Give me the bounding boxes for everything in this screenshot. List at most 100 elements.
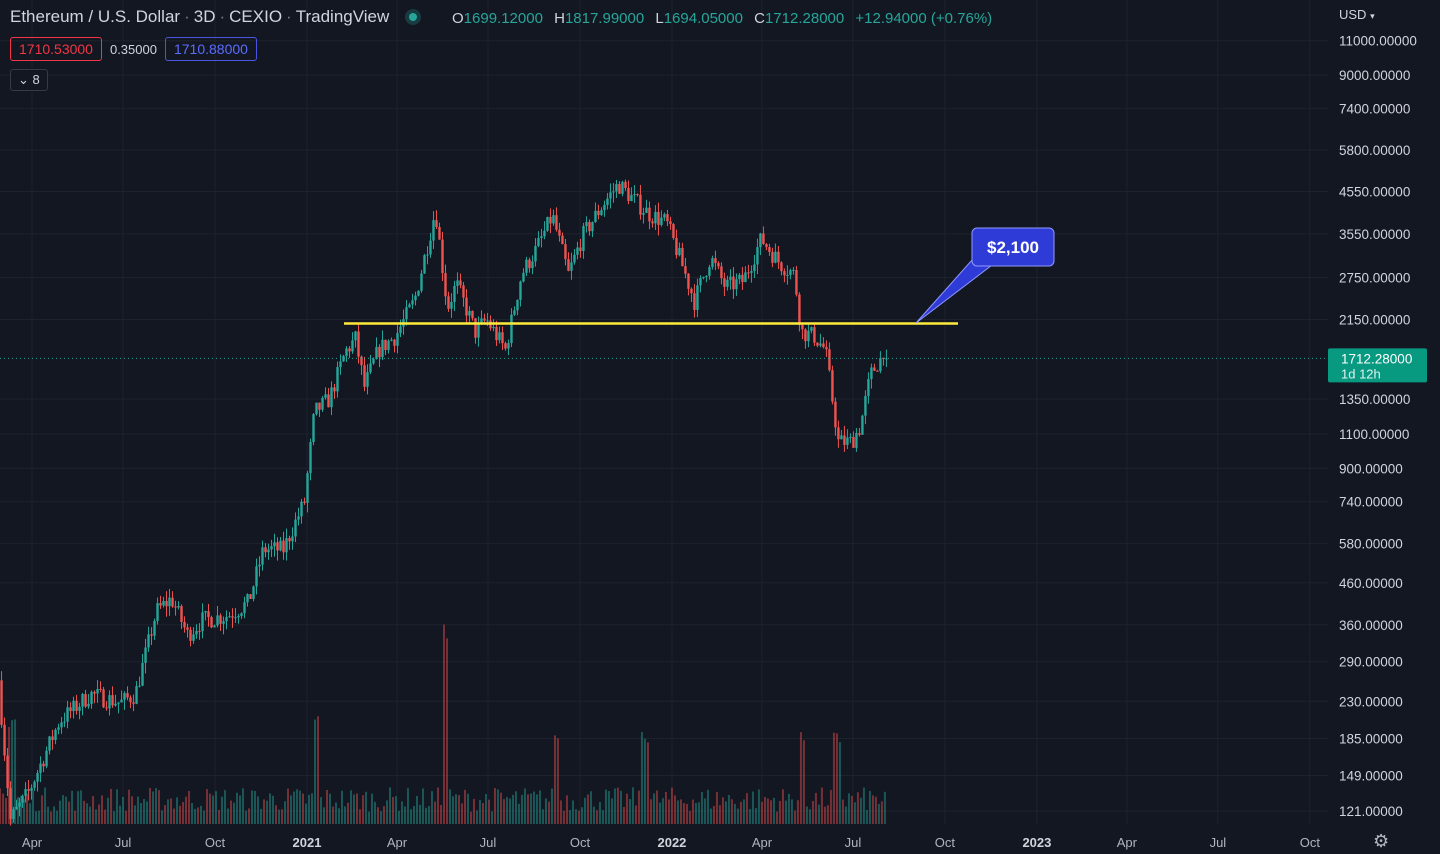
volume-bar <box>418 804 421 824</box>
candle-body <box>405 307 408 320</box>
candle-body <box>480 318 483 323</box>
candle-body <box>63 721 66 723</box>
volume-bar <box>748 808 751 824</box>
volume-bar <box>703 798 706 824</box>
candle-body <box>39 763 42 773</box>
volume-bar <box>688 810 691 824</box>
candle-body <box>840 435 843 440</box>
candle-body <box>57 727 60 730</box>
candle-body <box>705 275 708 277</box>
volume-bar <box>664 791 667 824</box>
candle-body <box>810 327 813 331</box>
candle-body <box>642 212 645 215</box>
volume-bar <box>110 788 113 824</box>
chevron-down-icon: ⌄ <box>18 72 29 87</box>
candle-body <box>132 702 135 704</box>
volume-bar <box>263 799 266 824</box>
candle-body <box>330 387 333 408</box>
time-tick-label: 2022 <box>657 835 686 850</box>
candle-body <box>294 519 297 537</box>
volume-bar <box>107 797 110 824</box>
candle-body <box>354 331 357 341</box>
sell-price-button[interactable]: 1710.53000 <box>10 37 102 61</box>
candle-body <box>165 601 168 607</box>
volume-bar <box>35 811 38 824</box>
candle-body <box>702 276 705 279</box>
candle-body <box>264 547 267 553</box>
chevron-down-icon: ▾ <box>1370 11 1375 21</box>
time-tick-label: Oct <box>205 835 226 850</box>
volume-bar <box>182 801 185 824</box>
volume-bar <box>631 787 634 824</box>
time-axis[interactable]: Apr Jul Oct 2021 Apr Jul Oct 2022 Apr Jul Oct 2023 A… <box>22 835 1320 850</box>
volume-bar <box>62 795 65 824</box>
volume-bar <box>340 790 343 824</box>
volume-bar <box>2 793 5 824</box>
change-value: +12.94000 (+0.76%) <box>855 10 993 27</box>
volume-bar <box>65 796 68 824</box>
volume-bar <box>436 787 439 824</box>
open-value: 1699.12000 <box>463 10 543 27</box>
volume-bar <box>236 792 239 824</box>
candle-body <box>78 706 81 711</box>
volume-bar <box>751 791 754 824</box>
volume-bar <box>74 810 77 824</box>
candle-body <box>219 615 222 624</box>
volume-bar <box>757 789 760 824</box>
candle-body <box>594 210 597 223</box>
volume-bar <box>302 793 305 824</box>
volume-bar <box>113 811 116 824</box>
volume-bar <box>472 798 475 824</box>
candle-body <box>159 603 162 606</box>
drawings-layer[interactable]: $2,100 <box>0 227 1328 359</box>
volume-bar <box>266 800 269 824</box>
last-price-label <box>1328 348 1427 383</box>
candle-body <box>210 617 213 628</box>
volume-bar <box>8 727 11 824</box>
symbol-name: Ethereum / U.S. Dollar <box>10 7 181 26</box>
volume-bar <box>598 802 601 824</box>
symbol-title[interactable]: Ethereum / U.S. Dollar · 3D · CEXIO · TradingV… <box>10 7 431 27</box>
volume-bar <box>736 808 739 824</box>
candle-body <box>0 680 3 725</box>
candle-body <box>99 688 102 690</box>
price-tick-label: 149.00000 <box>1339 768 1403 783</box>
candle-body <box>876 370 879 372</box>
volume-bar <box>400 801 403 824</box>
candle-body <box>624 181 627 189</box>
volume-bar <box>433 801 436 824</box>
volume-bar <box>5 798 8 824</box>
volume-bar <box>269 793 272 824</box>
volume-bar <box>197 807 200 824</box>
volume-bar <box>568 810 571 824</box>
volume-bar <box>823 806 826 824</box>
currency-select[interactable]: USD ▾ <box>1339 7 1375 22</box>
indicators-toggle-button[interactable]: ⌄ 8 <box>10 69 48 91</box>
candle-body <box>750 271 753 273</box>
candle-body <box>834 401 837 428</box>
volume-bar <box>673 795 676 824</box>
price-callout[interactable]: $2,100 <box>915 227 1055 324</box>
volume-bar <box>700 792 703 824</box>
candle-body <box>9 788 12 819</box>
volume-bar <box>832 732 835 824</box>
candle-body <box>318 402 321 410</box>
volume-bar <box>538 790 541 824</box>
volume-bar <box>769 800 772 824</box>
volume-bar <box>484 793 487 824</box>
gear-icon[interactable]: ⚙ <box>1373 831 1390 851</box>
volume-bar <box>667 799 670 824</box>
volume-bar <box>38 810 41 824</box>
low-value: 1694.05000 <box>663 10 743 27</box>
candle-body <box>303 501 306 503</box>
volume-bar <box>529 793 532 824</box>
price-tick-label: 7400.00000 <box>1339 101 1410 116</box>
volume-bar <box>859 797 862 824</box>
candle-body <box>543 230 546 237</box>
buy-price-button[interactable]: 1710.88000 <box>164 37 257 61</box>
price-axis[interactable]: 121.00000 149.00000 185.00000 230.00000 290.… <box>1328 34 1427 819</box>
candle-body <box>120 699 123 703</box>
volume-bar <box>143 798 146 824</box>
indicator-count: 8 <box>32 72 40 87</box>
